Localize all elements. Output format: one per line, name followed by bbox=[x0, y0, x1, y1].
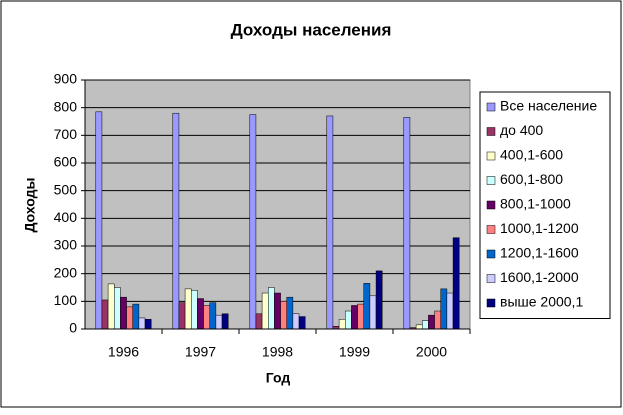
bar bbox=[369, 295, 377, 330]
legend-swatch bbox=[486, 249, 496, 259]
bar bbox=[280, 301, 287, 330]
y-tick-label: 800 bbox=[54, 98, 78, 114]
x-tick-label: 1997 bbox=[185, 344, 216, 360]
legend-swatch bbox=[486, 127, 496, 136]
bar bbox=[363, 283, 371, 330]
bar bbox=[178, 302, 186, 330]
bar bbox=[452, 237, 460, 330]
bar bbox=[274, 292, 281, 330]
bar bbox=[286, 296, 294, 330]
plot-area bbox=[84, 79, 471, 330]
bar bbox=[209, 302, 217, 330]
chart-title: Доходы населения bbox=[231, 20, 392, 39]
legend-label: 1600,1-2000 bbox=[500, 269, 579, 285]
legend-label: 1200,1-1600 bbox=[500, 245, 579, 261]
legend-swatch bbox=[486, 151, 496, 161]
bar bbox=[415, 324, 423, 330]
legend-swatch bbox=[486, 176, 496, 185]
y-tick-label: 600 bbox=[54, 154, 78, 170]
bar bbox=[120, 296, 127, 330]
bar bbox=[138, 317, 146, 330]
legend-label: выше 2000,1 bbox=[500, 294, 583, 310]
bar bbox=[375, 270, 383, 330]
bar bbox=[191, 290, 198, 330]
bar bbox=[197, 298, 204, 330]
y-tick-label: 300 bbox=[54, 237, 78, 253]
legend-label: 1000,1-1200 bbox=[500, 220, 579, 236]
y-tick-label: 700 bbox=[54, 126, 78, 142]
bar bbox=[338, 319, 346, 330]
y-axis-label: Доходы bbox=[22, 178, 38, 233]
x-axis-label: Год bbox=[266, 370, 291, 386]
bar bbox=[203, 305, 210, 330]
bar bbox=[249, 114, 257, 330]
legend-swatch bbox=[486, 274, 496, 283]
bar bbox=[101, 299, 109, 330]
bar bbox=[422, 320, 429, 330]
x-tick-label: 1999 bbox=[339, 344, 370, 360]
legend-label: 600,1-800 bbox=[500, 171, 563, 187]
y-tick-label: 500 bbox=[54, 181, 78, 197]
bar bbox=[428, 314, 435, 330]
bar bbox=[446, 292, 454, 330]
y-tick-label: 900 bbox=[54, 71, 78, 87]
bar bbox=[95, 111, 103, 330]
bar bbox=[357, 303, 364, 330]
bar bbox=[292, 313, 300, 330]
bar bbox=[326, 115, 334, 330]
legend-swatch bbox=[486, 200, 496, 210]
bar bbox=[434, 310, 441, 330]
y-tick-label: 400 bbox=[54, 209, 78, 225]
x-tick-label: 2000 bbox=[416, 344, 447, 360]
legend-label: 800,1-1000 bbox=[500, 196, 571, 212]
bar bbox=[107, 283, 115, 330]
bar bbox=[215, 314, 223, 330]
bar bbox=[268, 287, 275, 330]
bar bbox=[172, 112, 180, 330]
x-tick-label: 1996 bbox=[108, 344, 139, 360]
bar bbox=[126, 306, 133, 330]
x-tick-label: 1998 bbox=[262, 344, 293, 360]
y-tick-label: 0 bbox=[69, 320, 77, 336]
legend-label: 400,1-600 bbox=[500, 147, 563, 163]
legend-label: Все население bbox=[500, 98, 597, 114]
bar bbox=[144, 319, 152, 330]
y-tick-label: 100 bbox=[54, 292, 78, 308]
bar bbox=[345, 310, 352, 330]
bar bbox=[298, 316, 306, 330]
bar bbox=[261, 292, 269, 330]
bar bbox=[221, 313, 229, 330]
legend-swatch bbox=[486, 225, 496, 234]
bar bbox=[114, 287, 121, 330]
bar bbox=[440, 288, 448, 330]
bar bbox=[351, 305, 358, 330]
bar bbox=[255, 313, 263, 330]
legend-swatch bbox=[486, 298, 496, 308]
legend-swatch bbox=[486, 102, 496, 112]
legend-box bbox=[479, 91, 611, 319]
legend-label: до 400 bbox=[500, 122, 543, 138]
bar bbox=[132, 303, 140, 330]
bar bbox=[184, 288, 192, 330]
y-tick-label: 200 bbox=[54, 264, 78, 280]
bar bbox=[403, 117, 411, 330]
